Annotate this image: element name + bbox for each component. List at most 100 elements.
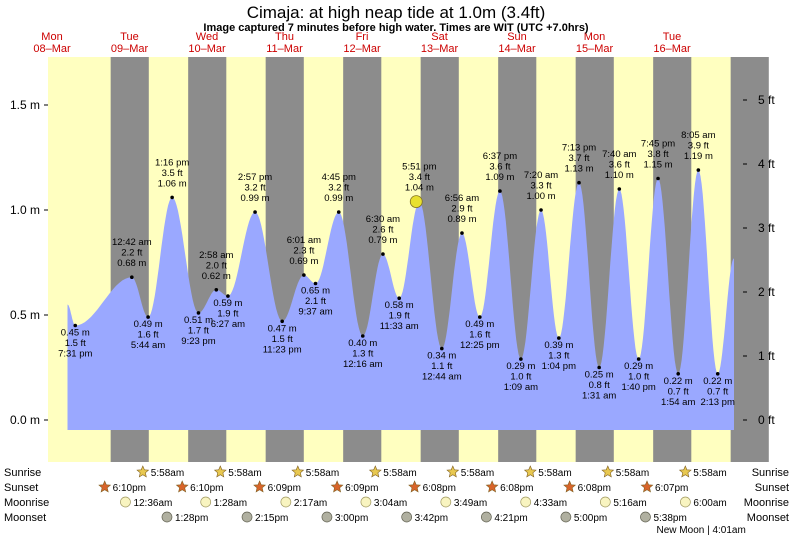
moonset-icon bbox=[401, 511, 413, 523]
sunset-time: 6:09pm bbox=[345, 483, 378, 494]
day-date: 08–Mar bbox=[33, 43, 71, 55]
moonrise-icon bbox=[680, 496, 691, 508]
tide-label: 2.3 ft bbox=[293, 246, 314, 257]
day-date: 16–Mar bbox=[653, 43, 691, 55]
tide-label: 1.5 ft bbox=[65, 338, 86, 349]
tide-point bbox=[397, 296, 402, 301]
left-tick-label: 0.5 m bbox=[10, 308, 40, 322]
moonrise-icon bbox=[280, 496, 292, 508]
tide-label: 0.99 m bbox=[241, 193, 270, 204]
tide-label: 3.6 ft bbox=[609, 160, 630, 171]
moonrise-time: 12:36am bbox=[133, 498, 172, 509]
moonrise-icon bbox=[120, 496, 131, 508]
tide-label: 0.22 m bbox=[664, 376, 693, 387]
row-label-right: Sunrise bbox=[752, 467, 789, 479]
tide-label: 12:42 am bbox=[112, 237, 152, 248]
day-name: Sun bbox=[507, 31, 527, 43]
tide-label: 1.1 ft bbox=[431, 361, 452, 372]
tide-label: 1.13 m bbox=[564, 164, 593, 175]
sunset-icon bbox=[640, 480, 654, 493]
tide-point bbox=[539, 208, 543, 212]
tide-area bbox=[67, 170, 734, 430]
row-label-right: Moonset bbox=[747, 512, 789, 524]
tide-label: 1.6 ft bbox=[138, 330, 159, 341]
sunset-icon bbox=[408, 480, 422, 493]
tide-point bbox=[214, 288, 219, 292]
tide-label: 1:54 am bbox=[661, 397, 695, 408]
day-name: Wed bbox=[196, 31, 218, 43]
tide-point bbox=[146, 315, 150, 319]
day-name: Fri bbox=[356, 31, 369, 43]
tide-point bbox=[73, 323, 78, 328]
day-date: 13–Mar bbox=[421, 43, 459, 55]
moonset-icon bbox=[161, 511, 173, 523]
tide-point bbox=[381, 252, 385, 256]
tide-label: 12:44 am bbox=[422, 372, 462, 383]
tide-point bbox=[715, 372, 720, 376]
tide-point bbox=[519, 357, 523, 361]
moonrise-time: 4:33am bbox=[534, 498, 567, 509]
tide-label: 7:20 am bbox=[524, 170, 558, 181]
tide-label: 9:37 am bbox=[298, 307, 332, 318]
row-label-left: Sunset bbox=[4, 482, 38, 494]
tide-label: 0.45 m bbox=[61, 328, 90, 339]
day-name: Thu bbox=[275, 31, 294, 43]
tide-label: 2:13 pm bbox=[701, 397, 735, 408]
moonset-icon bbox=[241, 511, 253, 523]
tide-point bbox=[360, 334, 365, 338]
moonrise-icon bbox=[200, 496, 212, 508]
tide-label: 0.65 m bbox=[301, 286, 330, 297]
moonset-time: 2:15pm bbox=[255, 513, 288, 524]
tide-label: 6:27 am bbox=[211, 319, 245, 330]
tide-label: 0.62 m bbox=[202, 271, 231, 282]
tide-point bbox=[676, 372, 680, 376]
sunset-time: 6:10pm bbox=[113, 483, 146, 494]
row-label-left: Moonrise bbox=[4, 497, 49, 509]
moonrise-time: 6:00am bbox=[693, 498, 726, 509]
tide-point bbox=[460, 231, 464, 235]
row-label-right: Moonrise bbox=[744, 497, 789, 509]
right-tick-label: 0 ft bbox=[758, 413, 775, 427]
tide-label: 7:45 pm bbox=[641, 139, 675, 150]
sunrise-icon bbox=[523, 465, 537, 478]
chart-title: Cimaja: at high neap tide at 1.0m (3.4ft… bbox=[247, 3, 546, 22]
sunrise-icon bbox=[291, 465, 305, 478]
sunset-icon bbox=[175, 480, 189, 493]
tide-label: 3.6 ft bbox=[489, 162, 510, 173]
right-tick-label: 4 ft bbox=[758, 157, 775, 171]
sunset-time: 6:08pm bbox=[578, 483, 611, 494]
moonset-time: 5:00pm bbox=[574, 513, 607, 524]
tide-label: 0.99 m bbox=[324, 193, 353, 204]
tide-label: 0.79 m bbox=[368, 235, 397, 246]
tide-label: 7:31 pm bbox=[58, 349, 92, 360]
tide-label: 0.51 m bbox=[184, 315, 213, 326]
day-date: 11–Mar bbox=[266, 43, 303, 55]
tide-point bbox=[577, 180, 581, 185]
tide-label: 0.8 ft bbox=[589, 380, 610, 391]
tide-label: 8:05 am bbox=[681, 130, 715, 141]
tide-label: 1.3 ft bbox=[548, 351, 569, 362]
row-label-right: Sunset bbox=[755, 482, 789, 494]
tide-label: 1:09 am bbox=[504, 382, 538, 393]
moonset-time: 4:21pm bbox=[494, 513, 527, 524]
moonset-icon bbox=[560, 511, 572, 523]
sun-moon-rows: Sunrise Sunrise Sunset Sunset Moonrise Moonri… bbox=[4, 465, 789, 536]
moonrise-icon bbox=[440, 496, 452, 508]
moonrise-icon bbox=[360, 496, 372, 508]
tide-label: 5:51 pm bbox=[402, 162, 436, 173]
sunset-time: 6:08pm bbox=[423, 483, 456, 494]
tide-curve bbox=[67, 170, 734, 430]
tide-label: 3.5 ft bbox=[162, 168, 183, 179]
height-axes: 0.0 m 0.5 m 1.0 m 1.5 m 0 ft 1 ft 2 ft 3 ft 4 ft… bbox=[10, 93, 775, 427]
tide-point bbox=[313, 281, 318, 286]
tide-label: 1.10 m bbox=[605, 170, 634, 181]
tide-label: 0.29 m bbox=[624, 361, 653, 372]
tide-label: 7:13 pm bbox=[562, 143, 596, 154]
day-name: Tue bbox=[663, 31, 682, 43]
tide-label: 3.9 ft bbox=[688, 141, 709, 152]
tide-label: 2:57 pm bbox=[238, 172, 272, 183]
tide-label: 2:58 am bbox=[199, 250, 233, 261]
tide-label: 2.9 ft bbox=[451, 204, 472, 215]
